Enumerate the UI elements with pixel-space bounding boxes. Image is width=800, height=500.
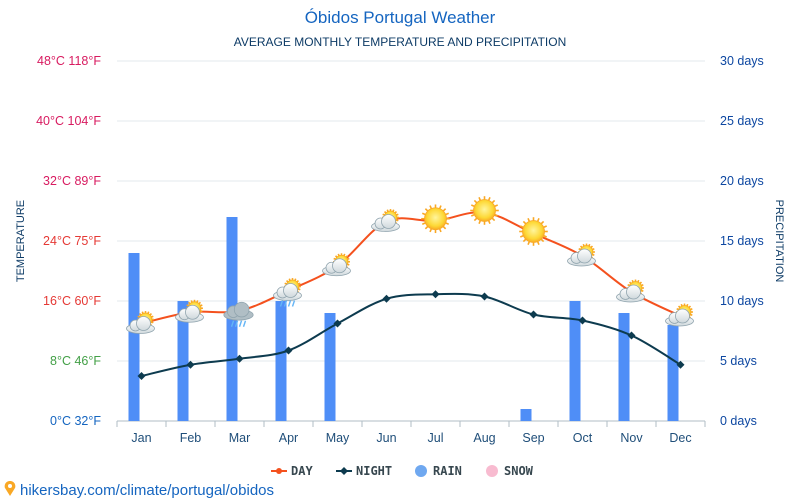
right-tick-label: 10 days: [720, 294, 764, 308]
x-tick-label: May: [326, 431, 350, 445]
night-point: [431, 290, 440, 299]
rain-bar: [569, 301, 581, 421]
x-tick-label: Feb: [180, 431, 202, 445]
legend-item-day[interactable]: DAY: [271, 464, 313, 478]
right-tick-label: 0 days: [720, 414, 757, 428]
legend-item-snow[interactable]: SNOW: [486, 464, 534, 478]
night-point: [480, 292, 489, 301]
sun-icon: [470, 196, 499, 225]
left-tick-label: 0°C 32°F: [50, 414, 101, 428]
location-pin-icon: [4, 481, 16, 496]
x-tick-label: Jul: [428, 431, 444, 445]
right-tick-label: 30 days: [720, 54, 764, 68]
legend-label: DAY: [291, 464, 313, 478]
rain-bar: [128, 253, 140, 421]
x-tick-label: Jun: [376, 431, 396, 445]
gridlines: [117, 60, 705, 422]
day-line: [141, 211, 681, 325]
chart-subtitle: AVERAGE MONTHLY TEMPERATURE AND PRECIPIT…: [234, 35, 567, 49]
sun-icon: [421, 204, 450, 234]
right-axis-ticks: 0 days 5 days 10 days 15 days 20 days 25 days…: [720, 54, 764, 428]
night-point: [578, 316, 587, 325]
x-tick-label: Apr: [279, 431, 298, 445]
night-point: [676, 360, 685, 369]
left-tick-label: 40°C 104°F: [36, 114, 101, 128]
sun-cloud-icon: [371, 209, 400, 232]
legend[interactable]: DAY NIGHT RAIN SNOW: [271, 464, 534, 478]
legend-item-night[interactable]: NIGHT: [336, 464, 392, 478]
night-point: [284, 346, 293, 355]
right-tick-label: 25 days: [720, 114, 764, 128]
weather-icons: [126, 196, 694, 334]
night-point: [529, 310, 538, 319]
right-tick-label: 15 days: [720, 234, 764, 248]
rain-bar: [667, 325, 679, 421]
rain-bar: [324, 313, 336, 421]
legend-item-rain[interactable]: RAIN: [415, 464, 462, 478]
right-tick-label: 5 days: [720, 354, 757, 368]
sun-cloud-icon: [322, 253, 351, 277]
left-axis-label: TEMPERATURE: [15, 200, 27, 282]
rain-bar: [520, 409, 532, 421]
sun-cloud-rain-icon: [273, 278, 302, 307]
x-tick-label: Oct: [573, 431, 593, 445]
night-point: [382, 294, 391, 303]
rain-bar: [177, 301, 189, 421]
x-tick-label: Nov: [620, 431, 643, 445]
sun-cloud-icon: [665, 303, 694, 327]
sun-cloud-icon: [616, 279, 645, 303]
x-tick-label: Mar: [229, 431, 251, 445]
temperature-lines: [137, 209, 685, 380]
left-tick-label: 24°C 75°F: [43, 234, 101, 248]
left-tick-label: 16°C 60°F: [43, 294, 101, 308]
sun-cloud-icon: [126, 311, 155, 334]
night-line: [141, 292, 682, 377]
rain-bar: [618, 313, 630, 421]
legend-label: RAIN: [433, 464, 462, 478]
sun-cloud-icon: [175, 299, 204, 323]
night-point: [627, 331, 636, 340]
night-point: [235, 354, 244, 363]
rain-bar: [275, 301, 287, 421]
chart-title: Óbidos Portugal Weather: [305, 8, 496, 27]
x-tick-label: Sep: [522, 431, 544, 445]
footer[interactable]: hikersbay.com/climate/portugal/obidos: [4, 481, 274, 499]
left-axis-ticks: 0°C 32°F 8°C 46°F 16°C 60°F 24°C 75°F 32°C 8…: [36, 54, 101, 428]
legend-label: SNOW: [504, 464, 534, 478]
left-tick-label: 8°C 46°F: [50, 354, 101, 368]
rain-cloud-icon: [223, 301, 254, 327]
night-point: [137, 372, 146, 380]
night-point: [333, 319, 342, 328]
left-tick-label: 48°C 118°F: [37, 54, 101, 68]
x-tick-label: Jan: [131, 431, 151, 445]
sun-icon: [519, 217, 548, 246]
rain-bars: [128, 217, 679, 421]
right-axis-label: PRECIPITATION: [773, 200, 785, 283]
night-point: [186, 360, 195, 369]
x-tick-label: Dec: [669, 431, 691, 445]
left-tick-label: 32°C 89°F: [43, 174, 101, 188]
right-tick-label: 20 days: [720, 174, 764, 188]
sun-cloud-icon: [567, 243, 596, 267]
footer-link[interactable]: hikersbay.com/climate/portugal/obidos: [20, 482, 274, 499]
x-tick-label: Aug: [473, 431, 495, 445]
legend-label: NIGHT: [356, 464, 392, 478]
x-axis: Jan Feb Mar Apr May Jun Jul Aug Sep Oct Nov Dec: [116, 421, 706, 445]
